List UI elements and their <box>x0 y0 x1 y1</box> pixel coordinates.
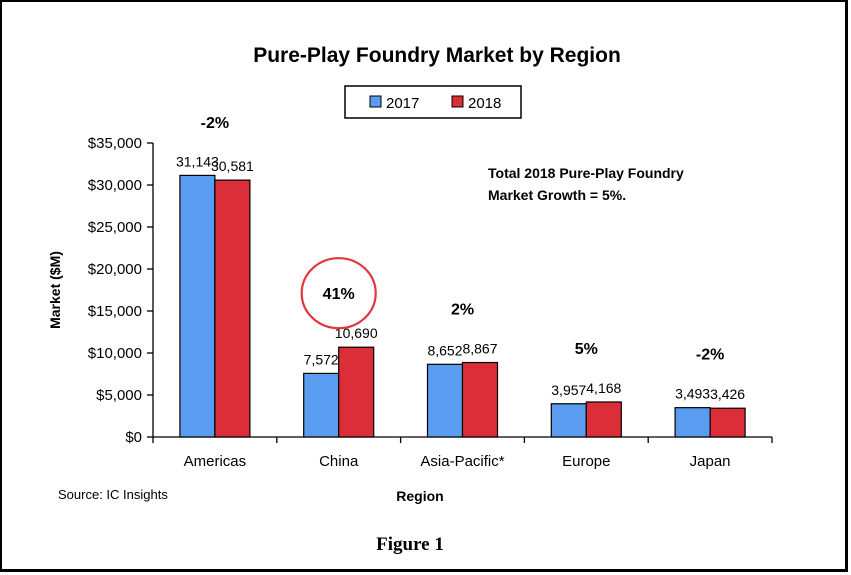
y-axis: $0 $5,000 $10,000 $15,000 $20,000 $25,000 $30,… <box>88 135 154 446</box>
bar-2018 <box>709 407 746 438</box>
legend-label-2017: 2017 <box>386 95 419 112</box>
legend-swatch-2017 <box>369 95 382 108</box>
data-label-2018: 3,426 <box>710 386 745 402</box>
y-tick-label: $30,000 <box>88 177 142 194</box>
y-tick-label: $15,000 <box>88 303 142 320</box>
legend-swatch-2018 <box>451 95 464 108</box>
growth-label: -2% <box>696 347 724 364</box>
growth-label: -2% <box>201 115 229 132</box>
data-label-2017: 31,143 <box>176 153 219 169</box>
growth-label: 5% <box>575 341 598 358</box>
figure-caption: Figure 1 <box>376 534 444 555</box>
bar-2018 <box>338 346 375 438</box>
bar-2017 <box>550 403 587 438</box>
bar-2017 <box>426 363 464 438</box>
bar-2017 <box>674 407 711 438</box>
annotation-line-1: Total 2018 Pure-Play Foundry <box>488 165 684 181</box>
bars <box>179 174 746 438</box>
data-label-2017: 8,652 <box>427 342 462 358</box>
category-label: Americas <box>184 453 247 470</box>
source-note: Source: IC Insights <box>58 487 168 502</box>
growth-label: 41% <box>323 286 355 303</box>
y-tick-label: $0 <box>125 429 142 446</box>
bar-2018 <box>214 179 251 438</box>
bar-2018 <box>585 401 622 438</box>
legend-label-2018: 2018 <box>468 95 501 112</box>
category-label: Asia-Pacific* <box>420 453 504 470</box>
data-label-2018: 4,168 <box>586 380 621 396</box>
y-axis-label: Market ($M) <box>47 251 63 329</box>
y-tick-label: $10,000 <box>88 345 142 362</box>
bar-2017 <box>303 372 340 438</box>
data-label-2017: 7,572 <box>304 351 339 367</box>
chart-title: Pure-Play Foundry Market by Region <box>253 44 621 67</box>
highlight-circle <box>300 257 377 330</box>
y-tick-label: $25,000 <box>88 219 142 236</box>
data-label-2017: 3,493 <box>675 386 710 402</box>
category-label: Europe <box>562 453 610 470</box>
bar-2017 <box>179 174 216 438</box>
x-axis-label: Region <box>396 488 443 504</box>
data-label-2018: 10,690 <box>335 325 378 341</box>
category-label: Japan <box>690 453 731 470</box>
x-axis: Americas China Asia-Pacific* Europe Japan <box>152 436 773 470</box>
annotation-line-2: Market Growth = 5%. <box>488 187 626 203</box>
y-tick-label: $5,000 <box>96 387 142 404</box>
bar-2018 <box>461 361 499 438</box>
category-label: China <box>319 453 359 470</box>
data-label-2017: 3,957 <box>551 382 586 398</box>
legend: 2017 2018 <box>344 85 522 119</box>
y-tick-label: $35,000 <box>88 135 142 152</box>
growth-label: 2% <box>451 302 474 319</box>
data-label-2018: 8,867 <box>462 341 497 357</box>
data-label-2018: 30,581 <box>211 158 254 174</box>
y-tick-label: $20,000 <box>88 261 142 278</box>
